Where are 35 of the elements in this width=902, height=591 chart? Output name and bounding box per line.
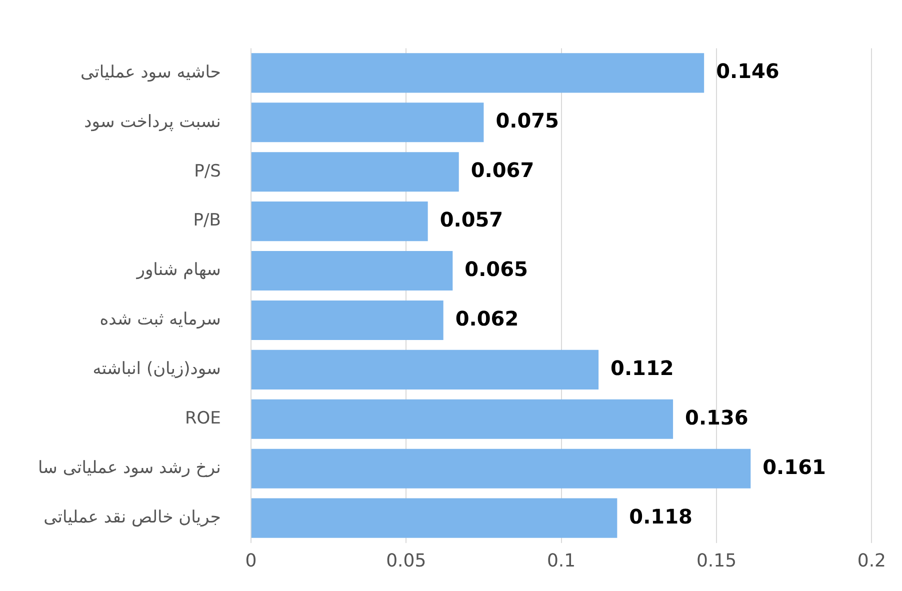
bar — [251, 152, 459, 192]
data-label: 0.112 — [610, 356, 674, 380]
data-label: 0.118 — [629, 504, 692, 528]
bar — [251, 250, 453, 291]
x-tick-label: 0.05 — [386, 550, 426, 572]
bar — [251, 102, 484, 142]
y-tick-label: سرمایه ثبت شده — [100, 310, 221, 330]
y-tick-label: P/S — [194, 161, 221, 182]
data-label: 0.146 — [716, 59, 780, 84]
bar — [251, 300, 444, 340]
data-label: 0.057 — [440, 208, 504, 232]
x-tick-label: 0.1 — [546, 550, 576, 572]
y-tick-label: نرخ رشد سود عملیاتی سا — [38, 458, 221, 478]
bar — [251, 350, 599, 390]
bar — [251, 448, 751, 488]
y-tick-label: سود(زیان) انباشته — [92, 359, 221, 380]
data-label: 0.062 — [455, 306, 519, 330]
bar — [251, 498, 618, 538]
y-tick-label: ROE — [184, 408, 221, 429]
x-tick-label: 0.2 — [857, 550, 886, 572]
x-tick-label: 0.15 — [696, 550, 737, 572]
data-label: 0.065 — [464, 256, 528, 281]
data-label: 0.161 — [762, 454, 826, 479]
data-label: 0.136 — [685, 405, 748, 430]
data-label: 0.067 — [470, 158, 534, 182]
data-label: 0.075 — [496, 108, 559, 133]
bar — [251, 202, 428, 242]
y-tick-label: حاشیه سود عملیاتی — [80, 62, 221, 82]
y-tick-label: نسبت پرداخت سود — [84, 112, 221, 132]
y-tick-label: سهام شناور — [136, 260, 221, 280]
bar — [251, 53, 704, 93]
x-tick-label: 0 — [245, 550, 257, 572]
y-tick-label: P/B — [193, 210, 221, 231]
y-tick-label: جریان خالص نقد عملیاتی — [44, 507, 221, 528]
bar — [251, 399, 674, 439]
